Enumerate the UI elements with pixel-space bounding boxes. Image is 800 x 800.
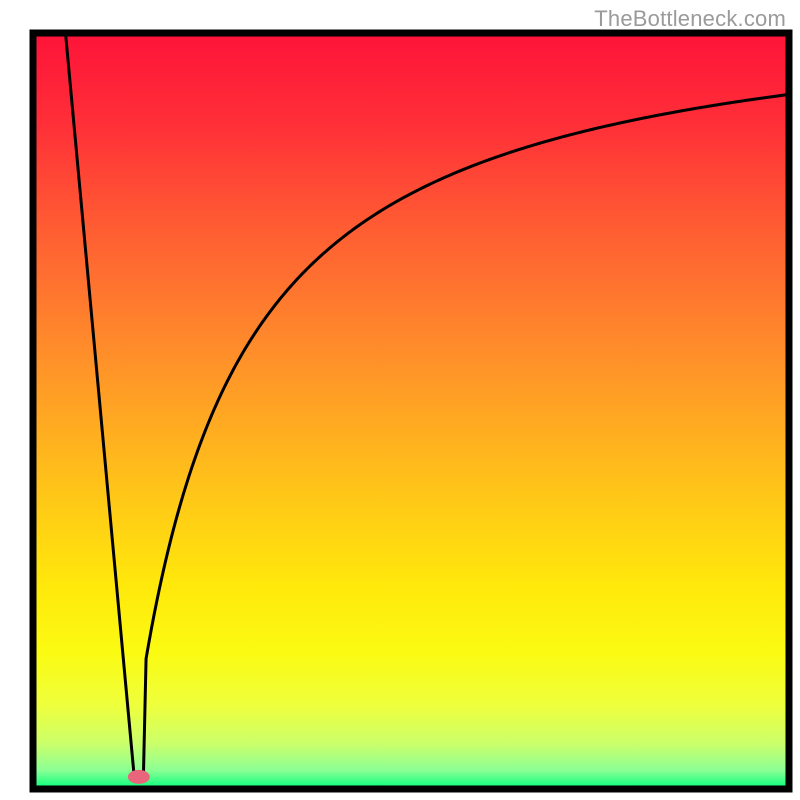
minimum-marker [128, 770, 150, 784]
watermark-text: TheBottleneck.com [594, 6, 786, 32]
chart-container: TheBottleneck.com [0, 0, 800, 800]
bottleneck-chart [0, 0, 800, 800]
